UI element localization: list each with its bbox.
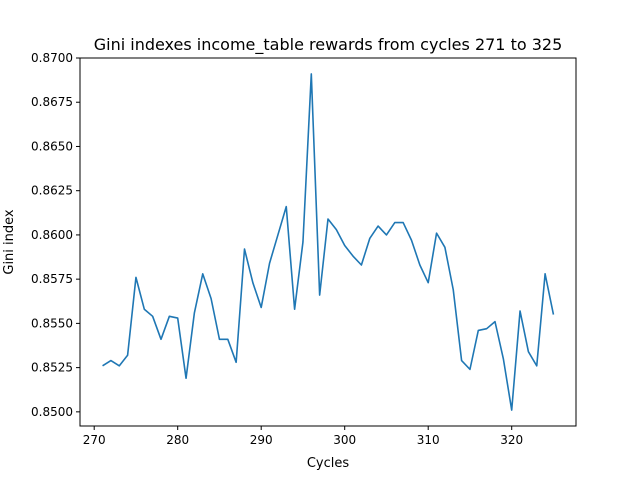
- x-tick-label: 280: [166, 433, 189, 447]
- x-tick-label: 270: [83, 433, 106, 447]
- y-tick-label: 0.8600: [31, 228, 73, 242]
- x-tick-label: 300: [333, 433, 356, 447]
- chart-title: Gini indexes income_table rewards from c…: [94, 35, 563, 55]
- y-tick-label: 0.8500: [31, 405, 73, 419]
- x-tick-label: 290: [250, 433, 273, 447]
- y-tick-label: 0.8625: [31, 184, 73, 198]
- x-tick-label: 310: [417, 433, 440, 447]
- y-tick-label: 0.8550: [31, 316, 73, 330]
- y-tick-label: 0.8575: [31, 272, 73, 286]
- x-axis: 270 280 290 300 310 320: [83, 426, 523, 447]
- x-axis-label: Cycles: [307, 456, 350, 471]
- y-tick-label: 0.8525: [31, 361, 73, 375]
- x-tick-label: 320: [500, 433, 523, 447]
- y-tick-label: 0.8650: [31, 139, 73, 153]
- y-axis-label: Gini index: [2, 209, 17, 275]
- axes-frame: [79, 57, 577, 427]
- y-axis: 0.8500 0.8525 0.8550 0.8575 0.8600 0.8625 0.86…: [31, 51, 80, 419]
- plot-area: [102, 73, 555, 411]
- y-tick-label: 0.8675: [31, 95, 73, 109]
- y-tick-label: 0.8700: [31, 51, 73, 65]
